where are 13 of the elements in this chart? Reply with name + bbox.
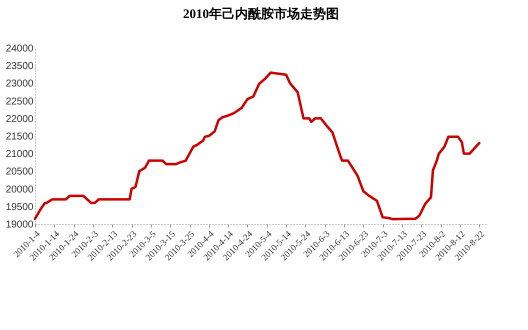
chart-title: 2010年己内酰胺市场走势图: [183, 6, 339, 21]
y-tick-label: 23500: [6, 61, 34, 72]
line-series: [34, 71, 481, 220]
y-tick-label: 22500: [6, 96, 34, 108]
y-tick-label: 20500: [6, 166, 34, 178]
y-tick-label: 24000: [6, 44, 34, 54]
y-tick-label: 21000: [6, 149, 34, 160]
y-tick-label: 20000: [6, 184, 34, 196]
y-tick-label: 22000: [6, 114, 34, 125]
y-tick-label: 21500: [6, 132, 34, 142]
y-tick-label: 19500: [6, 202, 34, 213]
y-tick-label: 23000: [6, 78, 34, 90]
y-tick-label: 19000: [6, 220, 34, 230]
